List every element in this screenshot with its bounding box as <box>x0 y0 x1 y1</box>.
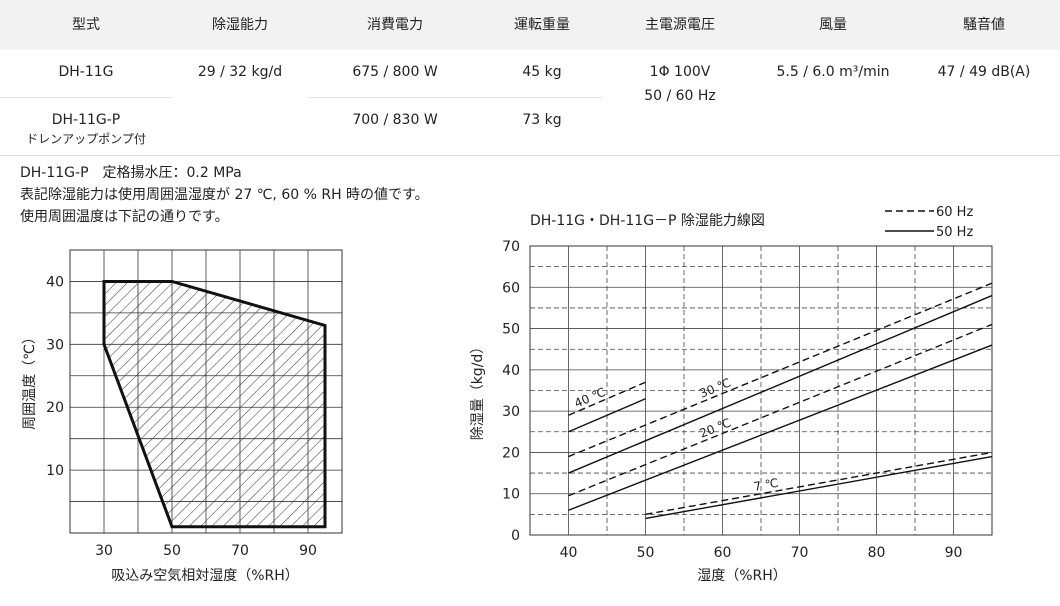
chart2-x-tick: 60 <box>714 545 732 561</box>
chart2-title: DH-11G・DH-11G－P 除湿能力線図 <box>530 213 765 229</box>
chart2-x-tick: 90 <box>945 545 963 561</box>
chart2-x-tick: 50 <box>637 545 655 561</box>
legend-60hz-label: 60 Hz <box>936 205 973 220</box>
chart2-y-tick: 30 <box>502 404 520 420</box>
row2-weight: 73 kg <box>522 112 562 128</box>
chart1-y-tick: 10 <box>46 463 64 479</box>
capacity-chart: 40 ℃ 30 ℃20 ℃7 ℃ 40 50 60 70 80 90 0 10 20 30 40 50 6… <box>470 205 993 584</box>
chart2-x-axis-label: 湿度（%RH） <box>697 568 787 584</box>
chart2-x-tick: 40 <box>560 545 578 561</box>
series-line-60hz <box>645 451 993 516</box>
chart2-series: 40 ℃ 30 ℃20 ℃7 ℃ <box>568 282 993 520</box>
header-model: 型式 <box>72 17 100 33</box>
header-weight: 運転重量 <box>514 17 570 33</box>
chart2-y-tick: 20 <box>502 445 520 461</box>
header-airflow: 風量 <box>819 17 847 33</box>
header-dehumid: 除湿能力 <box>212 17 268 33</box>
row-divider-model <box>0 97 172 98</box>
chart2-y-tick: 40 <box>502 363 520 379</box>
chart2-y-tick: 70 <box>502 239 520 255</box>
spec-table: 型式 除湿能力 消費電力 運転重量 主電源電圧 風量 騒音値 DH-11G 29… <box>0 0 1060 156</box>
chart2-x-tick: 70 <box>791 545 809 561</box>
operating-range-chart: 30 50 70 90 10 20 30 40 吸込み空気相対湿度（%RH） 周囲温度（℃） <box>22 249 343 584</box>
note-line: DH-11G-P 定格揚水圧：0.2 MPa <box>20 165 242 181</box>
chart1-x-tick: 70 <box>231 543 249 559</box>
chart1-x-axis-label: 吸込み空気相対湿度（%RH） <box>111 568 299 584</box>
row1-power: 675 / 800 W <box>352 64 438 80</box>
row1-noise: 47 / 49 dB(A) <box>937 64 1031 80</box>
row2-model-note: ドレンアップポンプ付 <box>26 132 146 146</box>
chart2-y-axis-label: 除湿量（kg/d） <box>470 340 486 441</box>
series-temp-label: 7 ℃ <box>753 476 780 494</box>
note-line: 使用周囲温度は下記の通りです。 <box>20 209 229 225</box>
chart2-y-tick: 50 <box>502 322 520 338</box>
series-line-60hz <box>568 381 646 416</box>
chart2-y-tick: 10 <box>502 487 520 503</box>
chart2-y-tick: 60 <box>502 280 520 296</box>
chart1-x-tick: 30 <box>95 543 113 559</box>
series-line-50hz <box>568 344 993 511</box>
chart1-y-tick: 20 <box>46 400 64 416</box>
row2-power: 700 / 830 W <box>352 112 438 128</box>
row1-weight: 45 kg <box>522 64 562 80</box>
table-bottom-border <box>0 155 1060 156</box>
header-noise: 騒音値 <box>963 17 1005 33</box>
row1-voltage: 1Φ 100V <box>649 64 711 80</box>
chart1-y-axis-label: 周囲温度（℃） <box>22 330 38 430</box>
chart2-tick-labels: 40 50 60 70 80 90 0 10 20 30 40 50 60 70 <box>502 239 962 561</box>
series-line-50hz <box>568 294 993 474</box>
row1-voltage-freq: 50 / 60 Hz <box>644 88 716 104</box>
note-line: 表記除湿能力は使用周囲温湿度が 27 ℃, 60 % RH 時の値です。 <box>20 187 429 203</box>
series-line-60hz <box>568 323 993 497</box>
row1-model: DH-11G <box>58 64 114 80</box>
row1-dehumid: 29 / 32 kg/d <box>197 64 283 80</box>
chart1-tick-labels: 30 50 70 90 10 20 30 40 <box>46 274 317 559</box>
row2-model: DH-11G-P <box>51 112 121 128</box>
chart2-legend: 60 Hz 50 Hz <box>885 205 973 240</box>
header-power: 消費電力 <box>367 17 423 33</box>
chart2-y-tick: 0 <box>511 528 520 544</box>
chart1-x-tick: 50 <box>163 543 181 559</box>
chart1-y-tick: 30 <box>46 337 64 353</box>
legend-50hz-label: 50 Hz <box>936 225 973 240</box>
row-divider-power-weight <box>308 97 602 98</box>
header-voltage: 主電源電圧 <box>645 17 715 33</box>
notes: DH-11G-P 定格揚水圧：0.2 MPa 表記除湿能力は使用周囲温湿度が 2… <box>20 162 429 228</box>
series-line-50hz <box>568 398 646 433</box>
chart2-x-tick: 80 <box>868 545 886 561</box>
chart1-y-tick: 40 <box>46 274 64 290</box>
table-header-row <box>0 0 1060 50</box>
chart1-x-tick: 90 <box>299 543 317 559</box>
operating-range-area <box>102 279 327 529</box>
series-line-50hz <box>645 455 993 520</box>
row1-airflow: 5.5 / 6.0 m³/min <box>776 64 890 80</box>
